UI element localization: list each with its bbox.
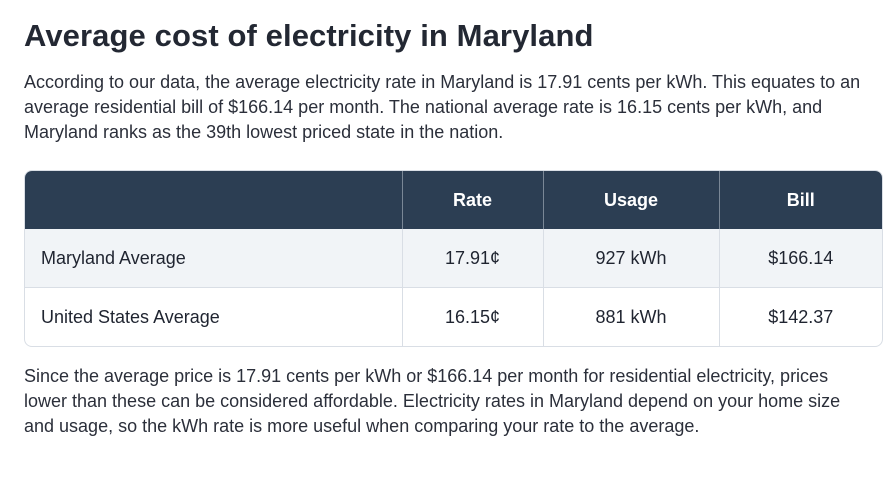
article-section: Average cost of electricity in Maryland … — [24, 0, 884, 439]
outro-paragraph: Since the average price is 17.91 cents p… — [24, 366, 841, 436]
rates-table: Rate Usage Bill Maryland Average 17.91¢ … — [25, 171, 882, 346]
usage-cell: 927 kWh — [542, 229, 719, 288]
page-title: Average cost of electricity in Maryland — [24, 18, 594, 53]
row-label: Maryland Average — [25, 229, 402, 288]
header-bill: Bill — [718, 171, 882, 229]
header-empty — [25, 171, 402, 229]
rate-cell: 16.15¢ — [401, 287, 543, 346]
row-label: United States Average — [25, 287, 402, 346]
rates-table-card: Rate Usage Bill Maryland Average 17.91¢ … — [24, 170, 883, 347]
table-body: Maryland Average 17.91¢ 927 kWh $166.14 … — [25, 229, 882, 346]
rate-cell: 17.91¢ — [401, 229, 543, 288]
bill-cell: $142.37 — [718, 287, 882, 346]
header-usage: Usage — [542, 171, 719, 229]
header-row: Rate Usage Bill — [25, 171, 882, 229]
intro-paragraph: According to our data, the average elect… — [24, 72, 861, 142]
table-row-maryland: Maryland Average 17.91¢ 927 kWh $166.14 — [25, 229, 882, 288]
bill-cell: $166.14 — [718, 229, 882, 288]
usage-cell: 881 kWh — [542, 287, 719, 346]
table-header: Rate Usage Bill — [25, 171, 882, 229]
table-row-united-states: United States Average 16.15¢ 881 kWh $14… — [25, 287, 882, 346]
header-rate: Rate — [401, 171, 543, 229]
